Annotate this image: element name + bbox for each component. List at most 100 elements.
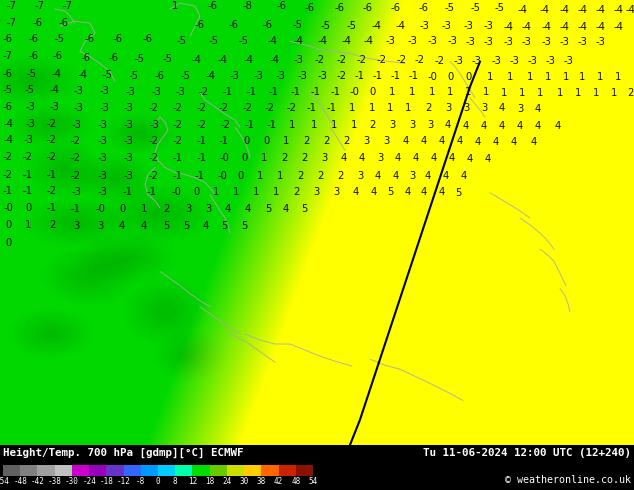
Text: -2: -2	[265, 103, 275, 113]
Text: 4: 4	[203, 221, 209, 231]
Text: 1: 1	[501, 88, 507, 98]
Text: -7: -7	[7, 18, 17, 28]
Text: 4: 4	[353, 187, 359, 196]
Text: -3: -3	[483, 21, 493, 31]
Text: 4: 4	[421, 136, 427, 146]
Text: 4: 4	[499, 103, 505, 113]
Text: 4: 4	[413, 153, 419, 163]
Text: 4: 4	[245, 204, 251, 214]
Bar	[141, 465, 158, 476]
Text: -6: -6	[113, 34, 123, 45]
Text: -6: -6	[155, 71, 165, 81]
Text: 3: 3	[463, 103, 469, 113]
Text: -3: -3	[559, 37, 569, 48]
Text: 2: 2	[163, 204, 169, 214]
Text: 4: 4	[359, 153, 365, 163]
Text: -6: -6	[143, 34, 153, 45]
Text: -4: -4	[625, 5, 634, 15]
Text: -2: -2	[47, 119, 57, 129]
Text: 4: 4	[475, 137, 481, 147]
Text: -3: -3	[527, 55, 537, 66]
Text: -4: -4	[595, 5, 605, 15]
Text: -2: -2	[337, 71, 347, 81]
Text: 0: 0	[447, 72, 453, 82]
Text: 3: 3	[313, 187, 319, 196]
Text: 1: 1	[563, 72, 569, 82]
Text: -0: -0	[349, 87, 359, 97]
Bar	[107, 465, 124, 476]
Text: 2: 2	[343, 136, 349, 146]
Text: 4: 4	[439, 136, 445, 146]
Text: 0: 0	[5, 238, 11, 248]
Text: -5: -5	[209, 36, 219, 47]
Text: © weatheronline.co.uk: © weatheronline.co.uk	[505, 475, 631, 485]
Text: -18: -18	[100, 477, 113, 486]
Text: 4: 4	[405, 187, 411, 196]
Text: 4: 4	[283, 204, 289, 214]
Text: -2: -2	[243, 103, 253, 113]
Text: -6: -6	[109, 52, 119, 63]
Text: -6: -6	[53, 51, 63, 62]
Text: -2: -2	[197, 103, 207, 113]
Text: -3: -3	[407, 36, 417, 47]
Text: 3: 3	[377, 153, 383, 163]
Text: 8: 8	[173, 477, 178, 486]
Text: -2: -2	[197, 120, 207, 130]
Text: -4: -4	[577, 5, 587, 15]
Text: -5: -5	[129, 71, 139, 81]
Text: -2: -2	[149, 171, 159, 180]
Text: 1: 1	[283, 136, 289, 146]
Text: -5: -5	[445, 3, 455, 13]
Text: -6: -6	[277, 1, 287, 11]
Text: 1: 1	[429, 87, 435, 97]
Text: -5: -5	[103, 70, 113, 80]
Text: 1: 1	[575, 88, 581, 98]
Text: -3: -3	[97, 120, 107, 130]
Text: -3: -3	[471, 55, 481, 66]
Text: -0: -0	[427, 72, 437, 82]
Text: 0: 0	[193, 187, 199, 196]
Text: -7: -7	[7, 1, 17, 11]
Text: -3: -3	[541, 37, 551, 48]
Text: -54: -54	[0, 477, 10, 486]
Text: 3: 3	[357, 171, 363, 180]
Text: -3: -3	[97, 153, 107, 163]
Text: 3: 3	[445, 103, 451, 113]
Text: 5: 5	[455, 188, 461, 197]
Text: -4: -4	[559, 22, 569, 32]
Text: 4: 4	[403, 136, 409, 146]
Text: -5: -5	[239, 36, 249, 47]
Text: -6: -6	[419, 3, 429, 13]
Text: 1: 1	[465, 87, 471, 97]
Text: -1: -1	[245, 120, 255, 130]
Text: 1: 1	[519, 88, 525, 98]
Text: 0: 0	[241, 153, 247, 163]
Text: -3: -3	[125, 87, 135, 97]
Text: -1: -1	[123, 187, 133, 196]
Text: -2: -2	[173, 103, 183, 113]
Text: -3: -3	[577, 37, 587, 48]
Text: 2: 2	[293, 187, 299, 196]
Text: -1: -1	[197, 136, 207, 146]
Text: 5: 5	[183, 221, 189, 231]
Text: -6: -6	[208, 1, 218, 11]
Bar	[124, 465, 141, 476]
Text: -1: -1	[269, 87, 279, 97]
Text: -2: -2	[3, 152, 13, 162]
Text: 12: 12	[188, 477, 197, 486]
Text: -6: -6	[3, 34, 13, 45]
Text: -1: -1	[147, 187, 157, 196]
Text: 3: 3	[333, 187, 339, 196]
Text: Tu 11-06-2024 12:00 UTC (12+240): Tu 11-06-2024 12:00 UTC (12+240)	[423, 448, 631, 458]
Text: -2: -2	[149, 103, 159, 113]
Text: -5: -5	[321, 21, 331, 31]
Text: 1: 1	[25, 220, 31, 230]
Text: 4: 4	[493, 137, 499, 147]
Text: 4: 4	[375, 171, 381, 180]
Text: 4: 4	[395, 153, 401, 163]
Text: -2: -2	[357, 54, 367, 65]
Text: -3: -3	[97, 187, 107, 196]
Text: -1: -1	[219, 136, 229, 146]
Text: 1: 1	[487, 72, 493, 82]
Text: -1: -1	[173, 153, 183, 163]
